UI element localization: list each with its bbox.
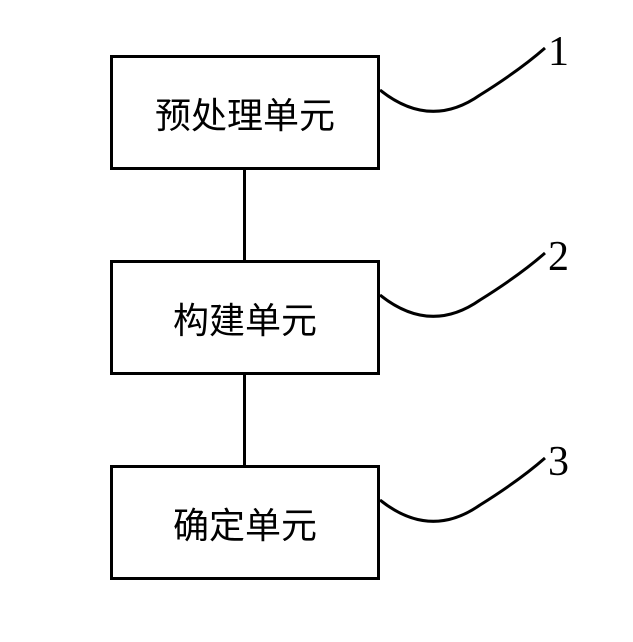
callout-curve-3 bbox=[0, 0, 633, 642]
callout-number-3: 3 bbox=[548, 438, 569, 486]
number-text: 1 bbox=[548, 29, 569, 75]
callout-number-1: 1 bbox=[548, 28, 569, 76]
number-text: 2 bbox=[548, 234, 569, 280]
number-text: 3 bbox=[548, 439, 569, 485]
callout-number-2: 2 bbox=[548, 233, 569, 281]
flowchart-diagram: 预处理单元 构建单元 确定单元 1 2 3 bbox=[0, 0, 633, 642]
